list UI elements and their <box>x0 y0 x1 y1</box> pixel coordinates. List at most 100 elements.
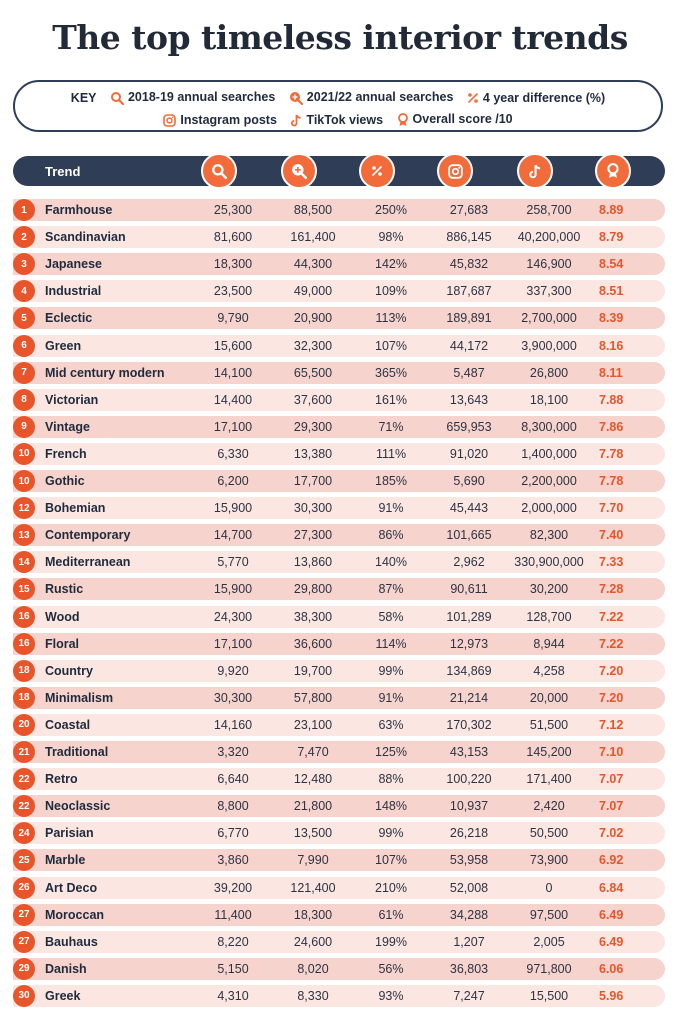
cell-trend: Parisian <box>45 826 94 841</box>
cell-searches-2018: 24,300 <box>213 609 253 624</box>
page-title: The top timeless interior trends <box>52 18 628 57</box>
header-search-2021 <box>281 153 317 189</box>
cell-searches-2021: 8,330 <box>297 988 329 1003</box>
key-line-2: Instagram posts TikTok views Overall sco… <box>15 112 661 127</box>
cell-trend: Moroccan <box>45 907 105 922</box>
cell-score: 7.70 <box>599 501 624 516</box>
cell-instagram: 886,145 <box>446 230 492 245</box>
cell-searches-2018: 9,790 <box>217 311 249 326</box>
cell-score: 7.78 <box>599 446 624 461</box>
search-plus-icon <box>289 92 303 106</box>
header-trend-label: Trend <box>45 164 81 179</box>
table-row: 13 Contemporary 14,700 27,300 86% 101,665 82,3… <box>13 524 665 547</box>
table-row: 16 Wood 24,300 38,300 58% 101,289 128,700 7.22 <box>13 605 665 628</box>
table-row: 4 Industrial 23,500 49,000 109% 187,687 337,30… <box>13 280 665 303</box>
cell-score: 8.54 <box>599 257 624 272</box>
cell-difference: 113% <box>375 311 407 326</box>
cell-difference: 63% <box>378 717 404 732</box>
cell-tiktok: 73,900 <box>529 853 569 868</box>
cell-instagram: 52,008 <box>449 880 489 895</box>
cell-searches-2018: 15,900 <box>213 582 253 597</box>
cell-trend: Eclectic <box>45 311 93 326</box>
cell-trend: Farmhouse <box>45 203 113 217</box>
cell-tiktok: 15,500 <box>529 988 569 1003</box>
header-instagram <box>437 153 473 189</box>
cell-tiktok: 258,700 <box>526 203 572 217</box>
table-row: 12 Bohemian 15,900 30,300 91% 45,443 2,000,000… <box>13 497 665 520</box>
cell-searches-2018: 30,300 <box>213 690 253 705</box>
key-item-difference: 4 year difference (%) <box>467 91 605 105</box>
key-item-tiktok: TikTok views <box>290 113 383 127</box>
cell-trend: Gothic <box>45 474 85 488</box>
cell-score: 7.28 <box>599 582 624 597</box>
cell-searches-2021: 7,470 <box>297 745 329 759</box>
cell-instagram: 5,487 <box>453 365 485 380</box>
cell-searches-2021: 12,480 <box>293 772 333 787</box>
cell-tiktok: 40,200,000 <box>517 230 581 245</box>
cell-instagram: 134,869 <box>446 663 492 678</box>
cell-tiktok: 0 <box>545 880 553 895</box>
table-row: 20 Coastal 14,160 23,100 63% 170,302 51,500 7.1… <box>13 713 665 736</box>
table-row: 14 Mediterranean 5,770 13,860 140% 2,962 330,9… <box>13 551 665 574</box>
rank-badge: 10 <box>13 442 35 465</box>
cell-searches-2021: 29,800 <box>293 582 333 597</box>
cell-score: 7.07 <box>599 772 624 787</box>
cell-searches-2018: 14,160 <box>213 717 253 732</box>
cell-searches-2018: 6,770 <box>217 826 249 841</box>
table-row: 10 Gothic 6,200 17,700 185% 5,690 2,200,000 7.7… <box>13 470 665 492</box>
cell-trend: Rustic <box>45 582 84 597</box>
cell-difference: 91% <box>378 501 404 516</box>
rank-badge: 13 <box>13 524 35 547</box>
rank-badge: 16 <box>13 605 35 628</box>
table-row: 15 Rustic 15,900 29,800 87% 90,611 30,200 7.28 <box>13 578 665 601</box>
cell-trend: Green <box>45 338 82 353</box>
cell-trend: Scandinavian <box>45 230 126 245</box>
rank-badge: 1 <box>13 199 35 221</box>
cell-instagram: 36,803 <box>449 961 489 976</box>
cell-instagram: 43,153 <box>449 745 489 759</box>
cell-trend: Vintage <box>45 419 90 434</box>
key-text: 4 year difference (%) <box>482 90 606 105</box>
cell-searches-2018: 18,300 <box>213 257 253 272</box>
key-item-search-2021: 2021/22 annual searches <box>289 90 454 106</box>
cell-difference: 88% <box>378 772 404 787</box>
rank-badge: 25 <box>13 849 35 872</box>
cell-instagram: 91,020 <box>449 446 489 461</box>
cell-score: 8.51 <box>599 284 624 299</box>
cell-searches-2018: 9,920 <box>217 663 249 678</box>
search-plus-icon <box>292 164 307 179</box>
cell-searches-2018: 25,300 <box>213 203 253 217</box>
cell-instagram: 10,937 <box>449 799 489 814</box>
cell-instagram: 21,214 <box>449 690 489 705</box>
table-row: 6 Green 15,600 32,300 107% 44,172 3,900,000 8.1… <box>13 334 665 357</box>
cell-searches-2018: 6,640 <box>217 772 249 787</box>
cell-score: 8.79 <box>599 230 624 245</box>
cell-searches-2018: 11,400 <box>214 907 252 922</box>
cell-trend: Japanese <box>45 257 102 272</box>
cell-score: 6.49 <box>599 934 624 949</box>
rank-badge: 10 <box>13 470 35 492</box>
cell-searches-2021: 161,400 <box>290 230 336 245</box>
table-row: 26 Art Deco 39,200 121,400 210% 52,008 0 6.84 <box>13 876 665 899</box>
cell-tiktok: 330,900,000 <box>514 555 584 570</box>
cell-score: 7.20 <box>599 690 624 705</box>
rank-badge: 27 <box>13 903 35 926</box>
cell-trend: Victorian <box>45 392 99 407</box>
cell-trend: Coastal <box>45 717 91 732</box>
cell-difference: 199% <box>375 934 407 949</box>
cell-tiktok: 171,400 <box>526 772 572 787</box>
table-row: 3 Japanese 18,300 44,300 142% 45,832 146,900 8.… <box>13 253 665 276</box>
cell-instagram: 26,218 <box>449 826 489 841</box>
cell-searches-2021: 29,300 <box>293 419 333 434</box>
cell-tiktok: 26,800 <box>529 365 569 380</box>
cell-searches-2018: 39,200 <box>213 880 253 895</box>
cell-score: 7.20 <box>599 663 624 678</box>
instagram-icon <box>447 163 463 179</box>
key-text: 2021/22 annual searches <box>306 90 454 105</box>
table-row: 2 Scandinavian 81,600 161,400 98% 886,145 40,2… <box>13 226 665 249</box>
cell-trend: Greek <box>45 988 81 1003</box>
rank-badge: 26 <box>13 876 35 899</box>
header-score <box>595 153 631 189</box>
rank-badge: 8 <box>13 388 35 411</box>
cell-trend: Contemporary <box>45 528 131 543</box>
